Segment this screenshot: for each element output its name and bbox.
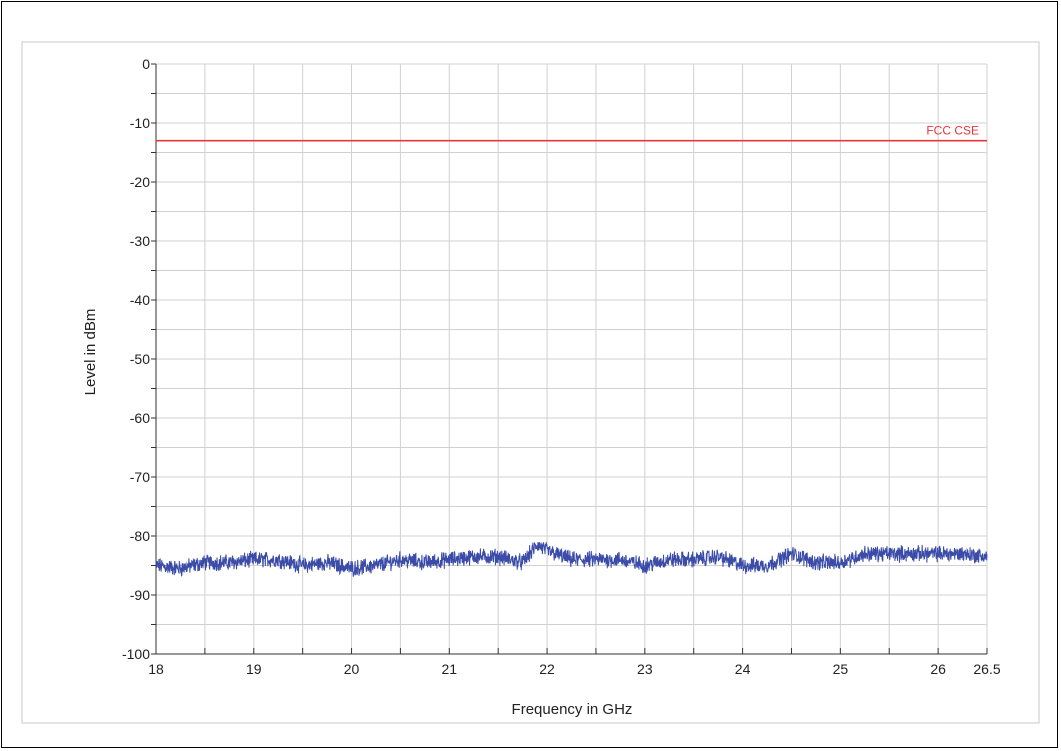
x-tick-label: 24 bbox=[735, 661, 751, 677]
x-tick-label: 19 bbox=[246, 661, 262, 677]
y-tick-label: -100 bbox=[122, 646, 150, 662]
y-axis-title: Level in dBm bbox=[82, 309, 99, 396]
y-tick-label: 0 bbox=[142, 56, 150, 72]
measurement-trace bbox=[155, 542, 988, 577]
axis-layer: 18 19 20 21 22 23 24 25 26 26.5 0 -10 -20 -30 -40 -50 -6… bbox=[122, 56, 1001, 677]
y-tick-label: -70 bbox=[130, 469, 150, 485]
x-tick-label: 26.5 bbox=[973, 661, 1000, 677]
y-tick-label: -60 bbox=[130, 410, 150, 426]
y-tick-label: -30 bbox=[130, 233, 150, 249]
y-tick-label: -80 bbox=[130, 528, 150, 544]
x-axis-title: Frequency in GHz bbox=[512, 701, 633, 718]
x-tick-label: 26 bbox=[930, 661, 946, 677]
x-tick-label: 22 bbox=[539, 661, 555, 677]
x-tick-label: 21 bbox=[442, 661, 458, 677]
limit-line-label: FCC CSE bbox=[926, 124, 979, 138]
x-tick-label: 25 bbox=[833, 661, 849, 677]
x-tick-label: 18 bbox=[148, 661, 164, 677]
y-tick-label: -90 bbox=[130, 587, 150, 603]
y-tick-label: -20 bbox=[130, 174, 150, 190]
y-tick-label: -10 bbox=[130, 115, 150, 131]
plot-panel bbox=[21, 41, 1040, 724]
x-tick-label: 20 bbox=[344, 661, 360, 677]
y-tick-label: -50 bbox=[130, 351, 150, 367]
limit-layer: FCC CSE bbox=[156, 124, 987, 142]
x-tick-label: 23 bbox=[637, 661, 653, 677]
series-layer bbox=[155, 542, 988, 577]
y-tick-label: -40 bbox=[130, 292, 150, 308]
